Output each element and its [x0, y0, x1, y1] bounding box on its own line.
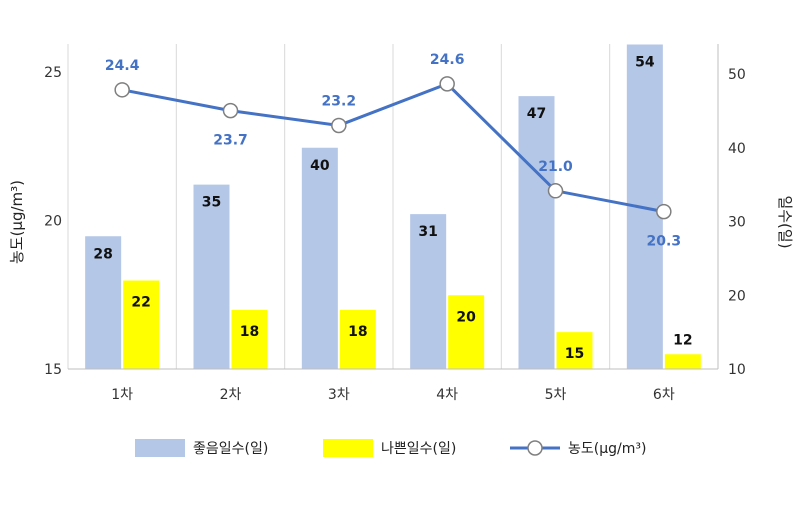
data-label-good-days: 47: [527, 106, 546, 122]
x-tick-label: 5차: [545, 387, 567, 403]
bar-bad-days: [123, 280, 160, 369]
right-axis-title: 일수(일): [776, 195, 794, 248]
bar-good-days: [301, 147, 338, 369]
data-label-bad-days: 12: [673, 332, 692, 348]
left-tick-label: 15: [44, 362, 62, 378]
data-label-good-days: 35: [202, 195, 221, 211]
legend-marker-concentration: [527, 440, 543, 456]
concentration-marker: [331, 117, 347, 134]
left-tick-label: 25: [44, 65, 62, 81]
left-axis-title: 농도(μg/m³): [8, 180, 26, 264]
data-label-concentration: 23.7: [213, 133, 248, 149]
concentration-marker: [222, 102, 239, 119]
data-label-good-days: 28: [93, 246, 112, 262]
bar-good-days: [410, 214, 447, 369]
bar-bad-days: [231, 310, 268, 369]
bar-bad-days: [339, 310, 376, 369]
legend-label-good-days: 좋음일수(일): [193, 441, 268, 457]
axes: 15 20 25 10 20 30 40 50 1차 2차 3차 4차 5차 6차: [44, 44, 746, 403]
data-labels: 28 22 35 18 40 18 31 20 47 15 54 12 24.4 23.7 23.2 24.6…: [93, 52, 692, 362]
right-tick-label: 10: [728, 362, 746, 378]
legend-label-concentration: 농도(μg/m³): [568, 441, 646, 457]
concentration-marker: [114, 82, 130, 98]
bar-good-days: [518, 96, 555, 369]
x-tick-label: 1차: [111, 387, 133, 403]
data-label-concentration: 24.4: [105, 58, 140, 74]
legend-label-bad-days: 나쁜일수(일): [381, 441, 456, 457]
data-label-concentration: 20.3: [647, 234, 682, 250]
data-label-good-days: 31: [418, 224, 437, 240]
concentration-marker: [439, 76, 455, 92]
x-tick-label: 6차: [653, 387, 675, 403]
grid-lines: [67, 44, 719, 369]
data-label-good-days: 54: [635, 55, 655, 71]
bar-good-days: [85, 236, 122, 369]
line-series: [114, 76, 672, 220]
bar-good-days: [193, 184, 230, 369]
right-tick-label: 40: [728, 141, 746, 157]
data-label-bad-days: 18: [240, 324, 259, 340]
right-tick-label: 20: [728, 288, 746, 304]
legend-swatch-bad-days: [323, 439, 373, 457]
data-label-concentration: 21.0: [538, 159, 573, 175]
x-tick-label: 4차: [436, 387, 458, 403]
bar-group: [85, 44, 701, 369]
x-tick-label: 3차: [328, 387, 350, 403]
data-label-bad-days: 18: [348, 324, 367, 340]
data-label-good-days: 40: [310, 158, 330, 174]
data-label-concentration: 23.2: [322, 93, 357, 109]
data-label-bad-days: 20: [456, 309, 476, 325]
bar-bad-days: [448, 295, 485, 369]
concentration-line: [121, 82, 665, 214]
data-label-concentration: 24.6: [430, 52, 465, 68]
concentration-marker: [547, 183, 564, 199]
right-tick-label: 50: [728, 67, 746, 83]
legend: 좋음일수(일) 나쁜일수(일) 농도(μg/m³): [135, 439, 646, 457]
x-tick-label: 2차: [220, 387, 242, 403]
right-tick-label: 30: [728, 215, 746, 231]
bar-bad-days: [556, 332, 593, 369]
legend-swatch-good-days: [135, 439, 185, 457]
data-label-bad-days: 22: [131, 295, 150, 311]
data-label-bad-days: 15: [565, 346, 584, 362]
concentration-marker: [656, 203, 672, 220]
bar-bad-days: [664, 354, 701, 369]
left-tick-label: 20: [44, 214, 62, 230]
